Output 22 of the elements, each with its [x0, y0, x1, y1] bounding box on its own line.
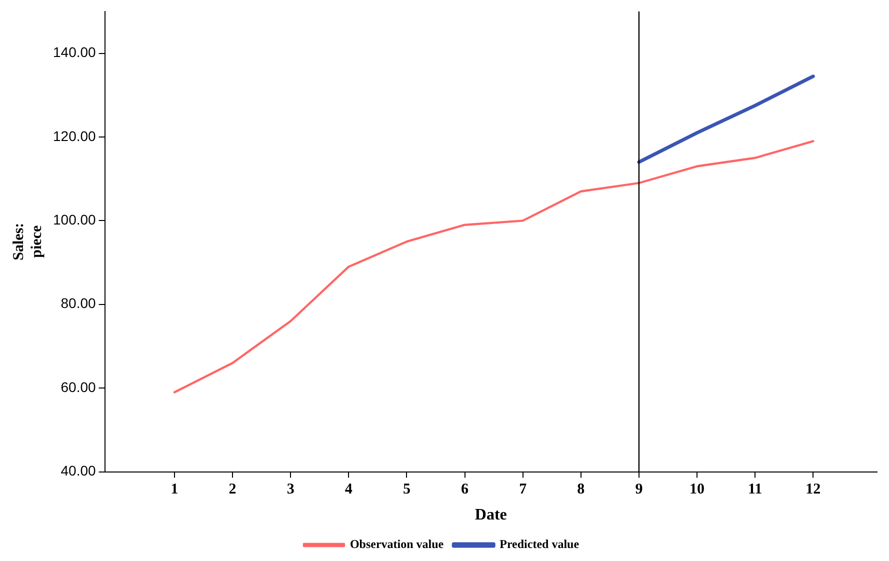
- y-tick-label: 40.00: [60, 462, 96, 479]
- x-tick-label: 8: [577, 482, 585, 498]
- x-tick-label: 3: [286, 482, 294, 498]
- x-tick-label: 4: [344, 482, 353, 498]
- y-tick-label: 100.00: [52, 212, 96, 228]
- x-tick-label: 9: [635, 482, 643, 498]
- legend-label: Observation value: [350, 537, 444, 552]
- x-tick-label: 12: [806, 482, 821, 498]
- x-tick-label: 11: [748, 482, 762, 498]
- y-tick-label: 60.00: [60, 378, 96, 395]
- x-tick-label: 5: [402, 482, 410, 498]
- y-axis-title: Sales: piece: [10, 222, 45, 260]
- y-tick-label: 120.00: [52, 128, 96, 144]
- x-tick-label: 2: [228, 482, 236, 498]
- x-axis-title: Date: [474, 506, 507, 524]
- y-tick-label: 80.00: [60, 295, 96, 312]
- x-tick-label: 6: [461, 482, 470, 498]
- x-tick-label: 1: [170, 482, 178, 498]
- y-tick-label: 140.00: [52, 44, 96, 60]
- x-tick-label: 10: [690, 482, 705, 498]
- legend-label: Predicted value: [500, 537, 580, 552]
- x-tick-label: 7: [519, 482, 528, 498]
